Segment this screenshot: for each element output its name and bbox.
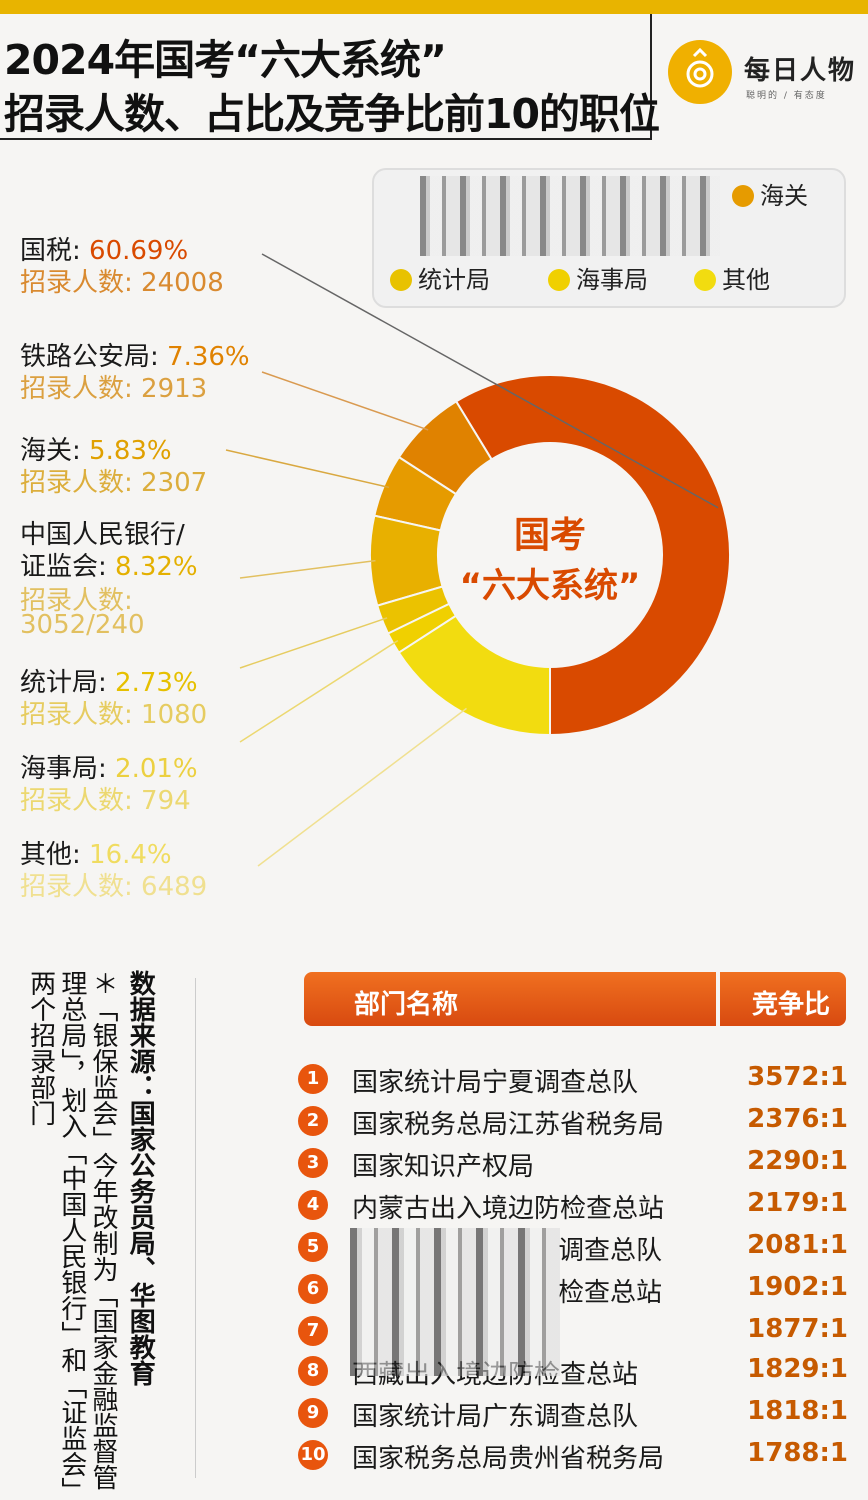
col-header-name: 部门名称 [354, 990, 459, 1020]
dept-name: 国家统计局宁夏调查总队 [352, 1068, 639, 1098]
legend-blurred-area [420, 176, 720, 256]
donut-chart [225, 253, 731, 867]
label-customs-count: 招录人数: 2307 [20, 468, 208, 498]
competition-ratio: 1829:1 [747, 1354, 848, 1384]
rank-badge: 9 [298, 1398, 328, 1428]
dept-name: 调查总队 [558, 1236, 663, 1266]
table-blurred-area [350, 1228, 560, 1376]
competition-ratio: 1818:1 [747, 1396, 848, 1426]
table-row: 9 国家统计局广东调查总队 1818:1 [298, 1396, 858, 1436]
legend-dot-icon [694, 269, 716, 291]
page-title-line1: 2024年国考“六大系统” [4, 36, 447, 84]
rank-badge: 7 [298, 1316, 328, 1346]
rank-badge: 1 [298, 1064, 328, 1094]
brand-logo: 每日人物 聪明的 / 有态度 [664, 36, 864, 116]
legend-item-customs: 海关 [732, 176, 808, 211]
competition-ratio: 1877:1 [747, 1314, 848, 1344]
label-guoshui-count: 招录人数: 24008 [20, 268, 224, 298]
source-note: ＊「银保监会」今年改制为「国家金融监督管理总局」，划入「中国人民银行」和「证监会… [25, 970, 118, 1490]
table-row: 1 国家统计局宁夏调查总队 3572:1 [298, 1062, 858, 1102]
leader-line-6 [257, 707, 467, 867]
label-pboc-count-value: 3052/240 [20, 610, 145, 640]
label-stats-count: 招录人数: 1080 [20, 700, 208, 730]
table-row: 2 国家税务总局江苏省税务局 2376:1 [298, 1104, 858, 1144]
competition-ratio: 2179:1 [747, 1188, 848, 1218]
table-row: 10 国家税务总局贵州省税务局 1788:1 [298, 1438, 858, 1478]
legend-item-stats: 统计局 [390, 260, 490, 295]
label-railway: 铁路公安局: 7.36% [20, 342, 250, 372]
competition-ratio: 1902:1 [747, 1272, 848, 1302]
label-maritime: 海事局: 2.01% [20, 754, 198, 784]
top-accent-bar [0, 0, 868, 14]
dept-name: 国家税务总局贵州省税务局 [352, 1444, 665, 1474]
dept-name: 检查总站 [558, 1278, 663, 1308]
divider [195, 978, 196, 1478]
table-row: 3 国家知识产权局 2290:1 [298, 1146, 858, 1186]
leader-line-5 [239, 639, 399, 743]
competition-ratio: 3572:1 [747, 1062, 848, 1092]
label-other-count: 招录人数: 6489 [20, 872, 208, 902]
dept-name: 国家统计局广东调查总队 [352, 1402, 639, 1432]
label-customs: 海关: 5.83% [20, 436, 172, 466]
legend-dot-icon [390, 269, 412, 291]
competition-ratio: 1788:1 [747, 1438, 848, 1468]
leader-line-1 [261, 371, 429, 431]
rank-badge: 4 [298, 1190, 328, 1220]
logo-icon [668, 40, 732, 104]
table-row: 6 检查总站 1902:1 [298, 1272, 858, 1312]
rank-badge: 5 [298, 1232, 328, 1262]
competition-ratio: 2081:1 [747, 1230, 848, 1260]
title-block: 2024年国考“六大系统” 招录人数、占比及竞争比前10的职位 [0, 14, 660, 140]
rank-badge: 3 [298, 1148, 328, 1178]
label-stats: 统计局: 2.73% [20, 668, 198, 698]
rank-badge: 6 [298, 1274, 328, 1304]
legend-dot-icon [548, 269, 570, 291]
legend-dot-icon [732, 185, 754, 207]
logo-subtitle: 聪明的 / 有态度 [746, 91, 827, 101]
label-guoshui: 国税: 60.69% [20, 236, 189, 266]
rank-badge: 10 [298, 1440, 328, 1470]
donut-slice-6 [397, 614, 551, 737]
label-pboc-count: 招录人数: [20, 586, 133, 616]
dept-name: 国家税务总局江苏省税务局 [352, 1110, 665, 1140]
rank-badge: 2 [298, 1106, 328, 1136]
table-row: 7 1877:1 [298, 1314, 858, 1354]
donut-center-line1: 国考 [513, 515, 586, 556]
competition-ratio: 2290:1 [747, 1146, 848, 1176]
source-text: 数据来源：国家公务员局、华图教育 [125, 970, 156, 1386]
leader-line-2 [225, 449, 390, 489]
leader-line-0 [261, 253, 719, 509]
dept-name: 内蒙古出入境边防检查总站 [352, 1194, 665, 1224]
table-row: 4 内蒙古出入境边防检查总站 2179:1 [298, 1188, 858, 1228]
donut-slice-0 [454, 374, 731, 737]
dept-name: 国家知识产权局 [352, 1152, 535, 1182]
table-row: 5 调查总队 2081:1 [298, 1230, 858, 1270]
label-pboc-line2: 证监会: 8.32% [20, 552, 198, 582]
col-header-ratio: 竞争比 [752, 990, 831, 1020]
leader-line-3 [239, 559, 376, 579]
logo-name: 每日人物 [744, 56, 857, 86]
leader-line-4 [239, 617, 388, 669]
label-maritime-count: 招录人数: 794 [20, 786, 191, 816]
label-railway-count: 招录人数: 2913 [20, 374, 208, 404]
rank-badge: 8 [298, 1356, 328, 1386]
competition-ratio: 2376:1 [747, 1104, 848, 1134]
page-title-line2: 招录人数、占比及竞争比前10的职位 [4, 90, 660, 138]
table-header: 部门名称 竞争比 [304, 972, 846, 1026]
legend-item-other: 其他 [694, 260, 770, 295]
label-pboc: 中国人民银行/ [20, 520, 185, 550]
label-other: 其他: 16.4% [20, 840, 172, 870]
legend-item-maritime: 海事局 [548, 260, 648, 295]
donut-center-line2: “六大系统” [459, 566, 641, 606]
